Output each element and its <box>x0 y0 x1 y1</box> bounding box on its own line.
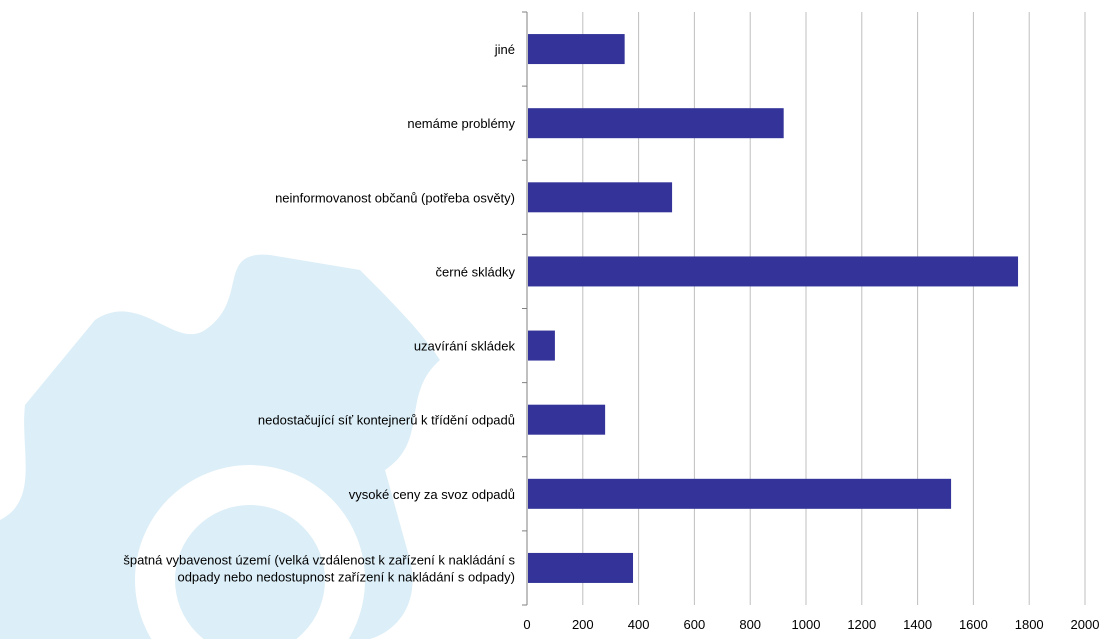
x-tick-label: 1600 <box>959 617 988 632</box>
puzzle-watermark-icon <box>0 254 440 644</box>
x-tick-label: 400 <box>628 617 650 632</box>
x-tick-label: 1400 <box>903 617 932 632</box>
category-label: nedostačující síť kontejnerů k třídění o… <box>258 413 515 428</box>
bars <box>528 34 1019 583</box>
category-label: uzavírání skládek <box>414 339 516 354</box>
bar <box>528 330 555 361</box>
x-tick-label: 0 <box>523 617 530 632</box>
category-label: neinformovanost občanů (potřeba osvěty) <box>275 190 515 205</box>
bar <box>528 108 784 139</box>
x-tick-label: 1000 <box>792 617 821 632</box>
category-label: jiné <box>494 42 515 57</box>
category-label: špatná vybavenost území (velká vzdálenos… <box>123 552 515 567</box>
bar <box>528 552 634 583</box>
x-tick-label: 2000 <box>1071 617 1100 632</box>
gridlines <box>582 12 1086 605</box>
category-label: černé skládky <box>436 264 516 279</box>
bar <box>528 404 606 435</box>
category-label: vysoké ceny za svoz odpadů <box>349 487 515 502</box>
bar <box>528 256 1019 287</box>
x-tick-label: 200 <box>572 617 594 632</box>
bar <box>528 182 673 213</box>
bar <box>528 34 625 65</box>
bar <box>528 478 952 509</box>
axes <box>522 11 528 606</box>
x-tick-label: 600 <box>684 617 706 632</box>
category-labels: jiné nemáme problémy neinformovanost občan… <box>123 42 515 584</box>
x-tick-label: 1200 <box>847 617 876 632</box>
category-label: nemáme problémy <box>407 116 515 131</box>
x-tick-label: 800 <box>739 617 761 632</box>
x-tick-labels: 0 200 400 600 800 1000 1200 1400 1600 1800 2000 <box>523 617 1099 632</box>
category-label: odpady nebo nedostupnost zařízení k nakl… <box>177 569 515 584</box>
x-tick-label: 1800 <box>1015 617 1044 632</box>
